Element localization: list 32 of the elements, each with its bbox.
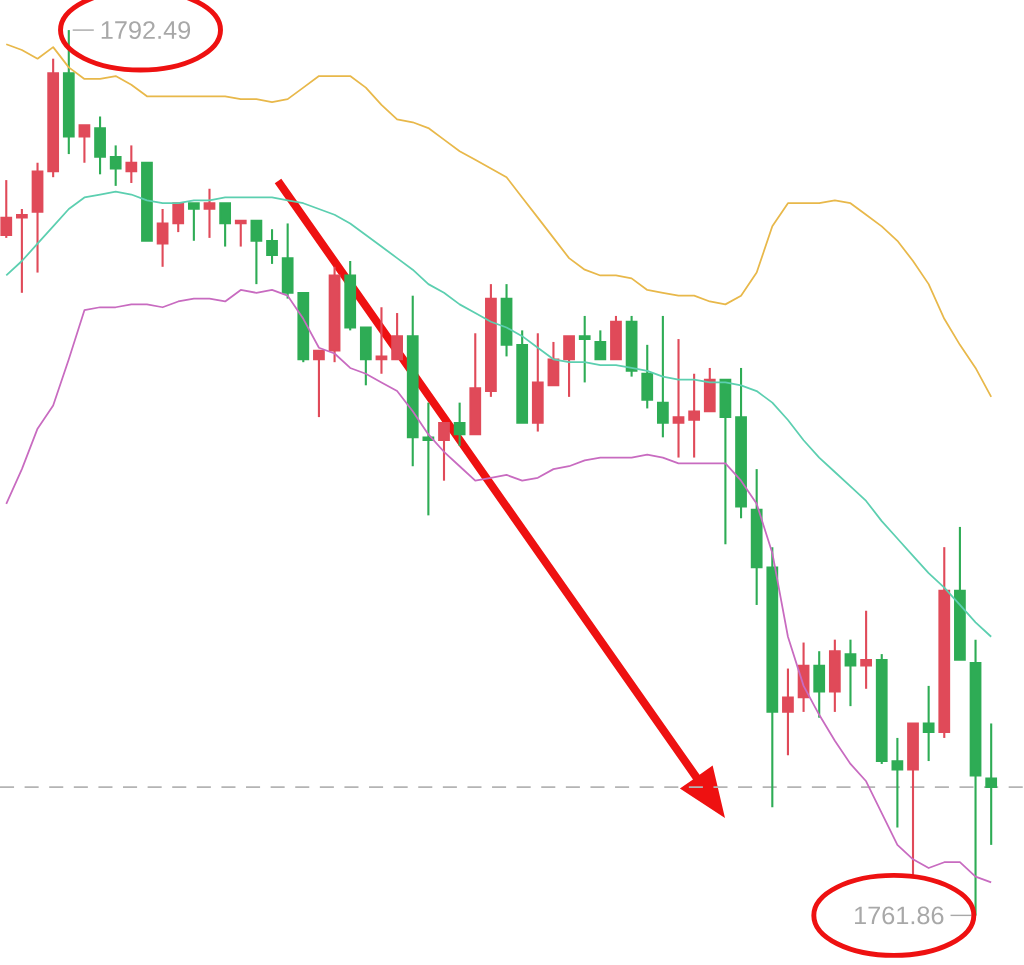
candlestick [109, 144, 122, 187]
candlestick [985, 722, 998, 846]
candlestick [844, 638, 857, 708]
candlestick [266, 228, 278, 265]
candlestick [688, 372, 701, 459]
candlestick [219, 202, 232, 248]
candlestick [187, 202, 200, 242]
candlestick [860, 609, 872, 690]
candlestick [391, 312, 403, 361]
candlestick [234, 219, 247, 248]
candlestick [156, 207, 169, 268]
candlestick [922, 684, 935, 763]
candlestick [438, 421, 450, 482]
candlestick [578, 314, 591, 384]
candlestick [563, 335, 575, 398]
candlestick [782, 667, 794, 757]
candlestick [250, 219, 263, 286]
candlestick [125, 144, 138, 185]
candlestick [16, 207, 28, 294]
candlestick [672, 338, 685, 459]
candlestick [313, 349, 325, 419]
candlestick [203, 187, 216, 239]
candlestick [656, 314, 669, 439]
candlestick [0, 179, 13, 239]
annotation: 1761.86 [855, 906, 944, 925]
candlestick [172, 202, 185, 234]
candlestick [422, 401, 435, 517]
candlestick [453, 401, 466, 448]
annotation: 1792.49 [101, 21, 191, 40]
candlestick [594, 329, 607, 361]
candlestick [78, 124, 91, 164]
candlestick [891, 736, 904, 829]
